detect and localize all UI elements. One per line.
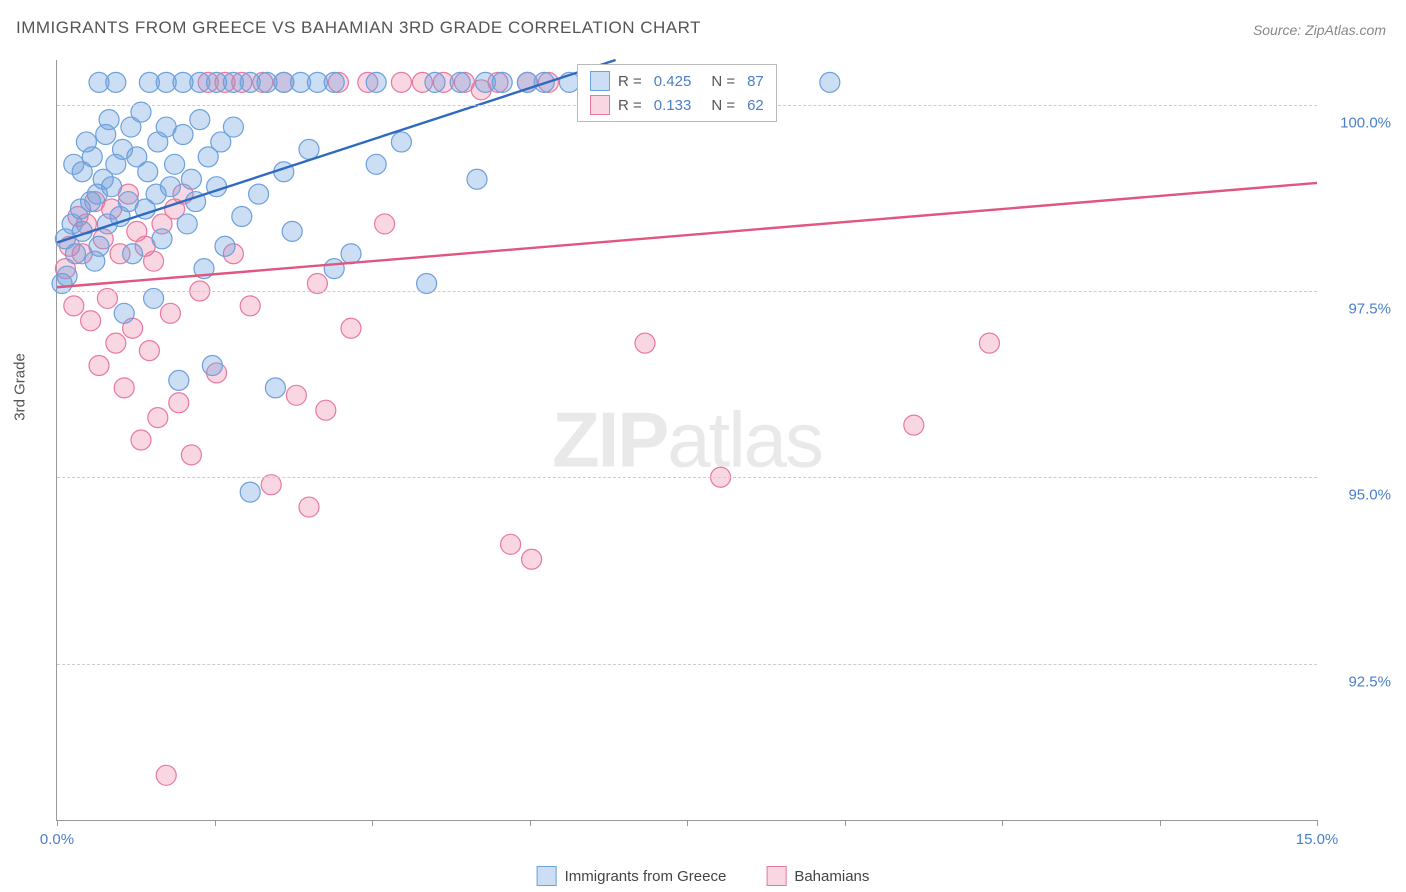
scatter-point — [131, 430, 151, 450]
legend-item-greece: Immigrants from Greece — [537, 866, 727, 886]
legend-swatch-icon — [766, 866, 786, 886]
scatter-point — [144, 251, 164, 271]
scatter-point — [223, 117, 243, 137]
scatter-point — [65, 244, 85, 264]
scatter-point — [152, 229, 172, 249]
scatter-point — [148, 408, 168, 428]
scatter-point — [904, 415, 924, 435]
scatter-point — [106, 333, 126, 353]
xtick — [845, 820, 846, 826]
scatter-point — [425, 72, 445, 92]
xtick — [687, 820, 688, 826]
scatter-point — [99, 110, 119, 130]
scatter-point — [240, 296, 260, 316]
y-axis-label: 3rd Grade — [12, 353, 29, 421]
scatter-point — [249, 184, 269, 204]
scatter-point — [106, 72, 126, 92]
scatter-point — [282, 221, 302, 241]
scatter-point — [89, 355, 109, 375]
scatter-point — [177, 214, 197, 234]
scatter-point — [139, 341, 159, 361]
legend-swatch-bahamians — [590, 95, 610, 115]
legend-row-bahamians: R = 0.133 N = 62 — [578, 93, 776, 117]
scatter-point — [316, 400, 336, 420]
scatter-point — [820, 72, 840, 92]
scatter-point — [160, 177, 180, 197]
scatter-point — [57, 266, 77, 286]
scatter-point — [81, 311, 101, 331]
scatter-point — [522, 549, 542, 569]
scatter-point — [341, 244, 361, 264]
scatter-point — [82, 147, 102, 167]
scatter-point — [138, 162, 158, 182]
scatter-point — [114, 378, 134, 398]
scatter-point — [173, 125, 193, 145]
scatter-point — [391, 132, 411, 152]
scatter-point — [114, 303, 134, 323]
scatter-point — [501, 534, 521, 554]
chart-title: IMMIGRANTS FROM GREECE VS BAHAMIAN 3RD G… — [16, 18, 701, 38]
scatter-point — [467, 169, 487, 189]
series-legend: Immigrants from Greece Bahamians — [537, 866, 870, 886]
scatter-point — [160, 303, 180, 323]
scatter-point — [156, 765, 176, 785]
ytick-label: 92.5% — [1327, 673, 1391, 690]
scatter-point — [123, 244, 143, 264]
scatter-point — [181, 445, 201, 465]
xtick-label: 0.0% — [40, 831, 74, 848]
legend-swatch-icon — [537, 866, 557, 886]
scatter-point — [202, 355, 222, 375]
legend-row-greece: R = 0.425 N = 87 — [578, 69, 776, 93]
scatter-point — [375, 214, 395, 234]
xtick-label: 15.0% — [1296, 831, 1339, 848]
legend-item-bahamians: Bahamians — [766, 866, 869, 886]
xtick — [372, 820, 373, 826]
source-attribution: Source: ZipAtlas.com — [1253, 22, 1386, 38]
scatter-point — [102, 177, 122, 197]
ytick-label: 100.0% — [1327, 114, 1391, 131]
scatter-point — [324, 259, 344, 279]
scatter-point — [89, 236, 109, 256]
ytick-label: 97.5% — [1327, 300, 1391, 317]
scatter-point — [165, 154, 185, 174]
scatter-point — [169, 393, 189, 413]
scatter-point — [492, 72, 512, 92]
scatter-point — [299, 139, 319, 159]
correlation-legend: R = 0.425 N = 87 R = 0.133 N = 62 — [577, 64, 777, 122]
gridline — [57, 477, 1317, 478]
scatter-point — [635, 333, 655, 353]
chart-svg — [57, 60, 1317, 820]
xtick — [215, 820, 216, 826]
scatter-point — [265, 378, 285, 398]
legend-swatch-greece — [590, 71, 610, 91]
scatter-point — [232, 206, 252, 226]
scatter-point — [391, 72, 411, 92]
scatter-point — [341, 318, 361, 338]
scatter-point — [979, 333, 999, 353]
scatter-point — [169, 370, 189, 390]
scatter-point — [366, 72, 386, 92]
scatter-point — [286, 385, 306, 405]
gridline — [57, 291, 1317, 292]
scatter-point — [450, 72, 470, 92]
xtick — [1160, 820, 1161, 826]
xtick — [530, 820, 531, 826]
xtick — [57, 820, 58, 826]
scatter-point — [240, 482, 260, 502]
scatter-point — [190, 110, 210, 130]
xtick — [1002, 820, 1003, 826]
plot-area: ZIPatlas R = 0.425 N = 87 R = 0.133 N = … — [56, 60, 1317, 821]
scatter-point — [181, 169, 201, 189]
scatter-point — [299, 497, 319, 517]
ytick-label: 95.0% — [1327, 487, 1391, 504]
scatter-point — [366, 154, 386, 174]
regression-line — [57, 183, 1317, 287]
scatter-point — [215, 236, 235, 256]
scatter-point — [64, 296, 84, 316]
xtick — [1317, 820, 1318, 826]
gridline — [57, 664, 1317, 665]
scatter-point — [324, 72, 344, 92]
